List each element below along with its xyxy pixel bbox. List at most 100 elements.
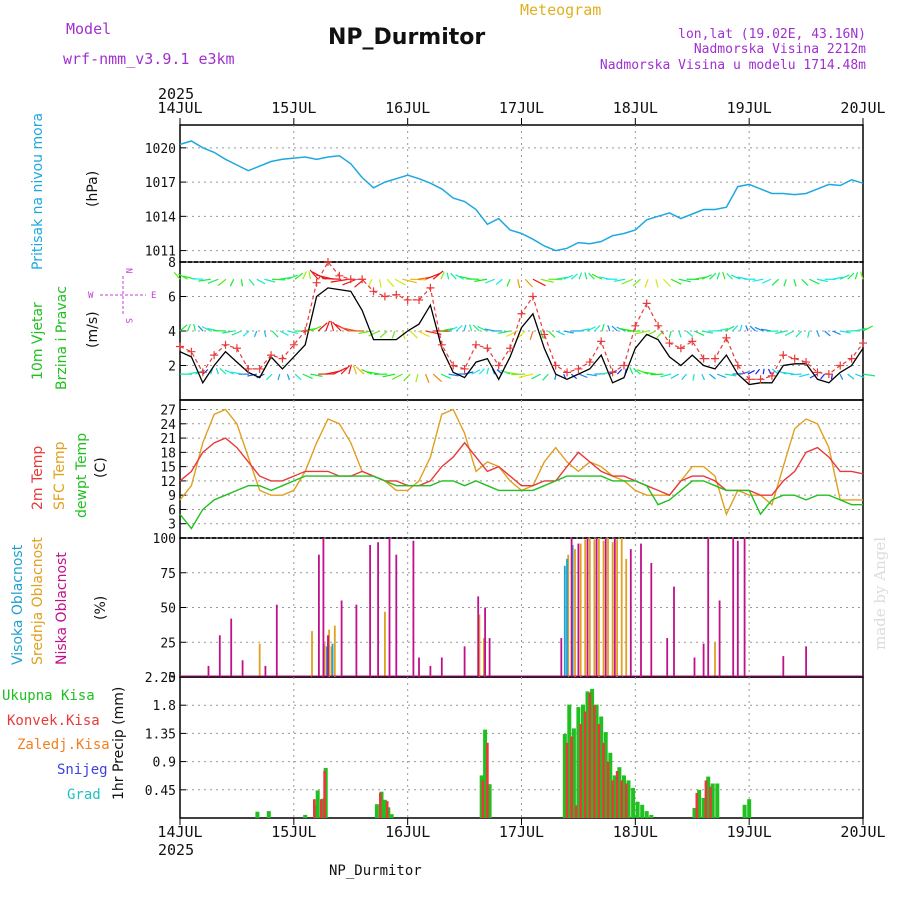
gust-marker <box>619 361 628 370</box>
wind-vector <box>256 278 266 285</box>
wind-vector <box>555 330 565 336</box>
cloud-mid-bar <box>574 549 576 677</box>
cloud-low-bar <box>484 607 486 677</box>
wind-vector <box>692 374 695 381</box>
wind-vector <box>379 330 388 339</box>
cloud-low-bar <box>629 549 632 677</box>
cloud-low-bar <box>570 538 573 677</box>
conv-rain-bar <box>319 799 323 818</box>
wind-vector <box>409 330 418 339</box>
gust-marker <box>232 344 241 353</box>
wind-vector <box>783 371 795 375</box>
y-tick-label: 12 <box>160 475 176 490</box>
total-rain-bar <box>640 804 645 818</box>
wind-vector <box>287 330 299 334</box>
wind-vector <box>816 278 828 283</box>
total-rain-bar <box>382 799 387 818</box>
wind-vector <box>839 373 844 380</box>
gust-marker <box>779 351 788 360</box>
wind-vector <box>816 330 820 338</box>
wind-direction-legend: N W E S <box>88 268 156 323</box>
year-bottom: 2025 <box>158 841 194 859</box>
total-rain-bar <box>567 704 572 818</box>
cloud-mid-bar <box>333 625 336 677</box>
gust-marker <box>802 358 811 367</box>
gust-marker <box>267 351 276 360</box>
gust-marker <box>665 339 674 348</box>
cloud-low-bar <box>395 554 398 677</box>
total-rain-bar <box>487 784 492 818</box>
sfc-temp-title: SFC Temp <box>52 441 68 510</box>
gust-marker <box>745 375 754 384</box>
wind-vector <box>670 373 680 379</box>
gust-marker <box>426 283 435 292</box>
wind-vector <box>253 330 258 338</box>
altitude: Nadmorska Visina 2212m <box>694 42 866 57</box>
gust-marker <box>631 321 640 330</box>
gust-marker <box>346 275 355 284</box>
wind-vector <box>361 369 373 375</box>
wind-vector <box>215 367 219 375</box>
cloud-low-bar <box>241 660 244 677</box>
conv-rain-bar <box>481 780 485 818</box>
total-rain-bar <box>594 704 599 818</box>
conv-rain-bar <box>597 724 601 818</box>
wind-vector <box>302 373 313 380</box>
cloud-low-bar <box>743 538 746 677</box>
gust-marker <box>415 295 424 304</box>
wind-vector <box>403 373 411 382</box>
wind-vector <box>678 278 691 283</box>
wind-vector <box>440 373 451 379</box>
cloud-low-bar <box>595 538 598 677</box>
wind-vector <box>355 366 365 375</box>
wind-vector <box>716 373 727 379</box>
total-rain-bar <box>612 775 617 818</box>
cloud-high-bar <box>571 545 574 677</box>
y-tick-label: 9 <box>168 489 176 504</box>
wind-vector <box>193 323 196 332</box>
gust-marker <box>597 337 606 346</box>
cloud-low-bar <box>327 635 329 677</box>
conv-rain-bar <box>611 780 614 818</box>
cloud-mid-bar <box>593 539 596 677</box>
gust-marker <box>392 290 401 299</box>
wind-vector <box>739 324 743 332</box>
wind-vector <box>382 373 396 378</box>
wind-vector <box>518 373 534 378</box>
cloud-mid-bar <box>714 642 716 678</box>
conv-rain-bar <box>602 742 605 818</box>
total-rain-bar <box>315 790 320 818</box>
y-tick-label: 27 <box>160 404 176 419</box>
gust-marker <box>255 364 264 373</box>
gust-marker <box>813 368 822 377</box>
wind-legend-east: E <box>151 291 156 301</box>
wind-vector <box>724 325 735 332</box>
wind-vector <box>391 373 403 380</box>
wind-vector <box>394 278 406 286</box>
gust-marker <box>790 354 799 363</box>
wind-vector <box>540 278 554 283</box>
wind-vector <box>586 373 598 377</box>
total-rain-bar <box>483 729 488 818</box>
cloud-low-bar <box>412 540 415 677</box>
wind-vector <box>578 272 583 280</box>
pressure-line <box>179 140 864 252</box>
y-tick-label: 15 <box>160 461 176 476</box>
y-tick-label: 50 <box>160 602 176 617</box>
gust-marker <box>824 370 833 379</box>
conv-rain-bar <box>313 799 316 818</box>
cloud-high-bar <box>566 558 568 677</box>
wind-vector <box>793 279 797 287</box>
wind-vector <box>784 330 795 337</box>
wind-vector <box>839 330 851 334</box>
cloud-low-bar <box>736 540 739 677</box>
wind-vector <box>775 330 787 335</box>
cloud-mid-bar <box>620 538 623 677</box>
wind-vector <box>862 373 876 377</box>
gust-marker <box>210 351 219 360</box>
wind-vector <box>636 369 649 375</box>
cloud-low-bar <box>693 657 696 677</box>
wind-vector <box>701 330 714 334</box>
cloud-mid-title: Srednja Oblacnost <box>30 537 46 665</box>
